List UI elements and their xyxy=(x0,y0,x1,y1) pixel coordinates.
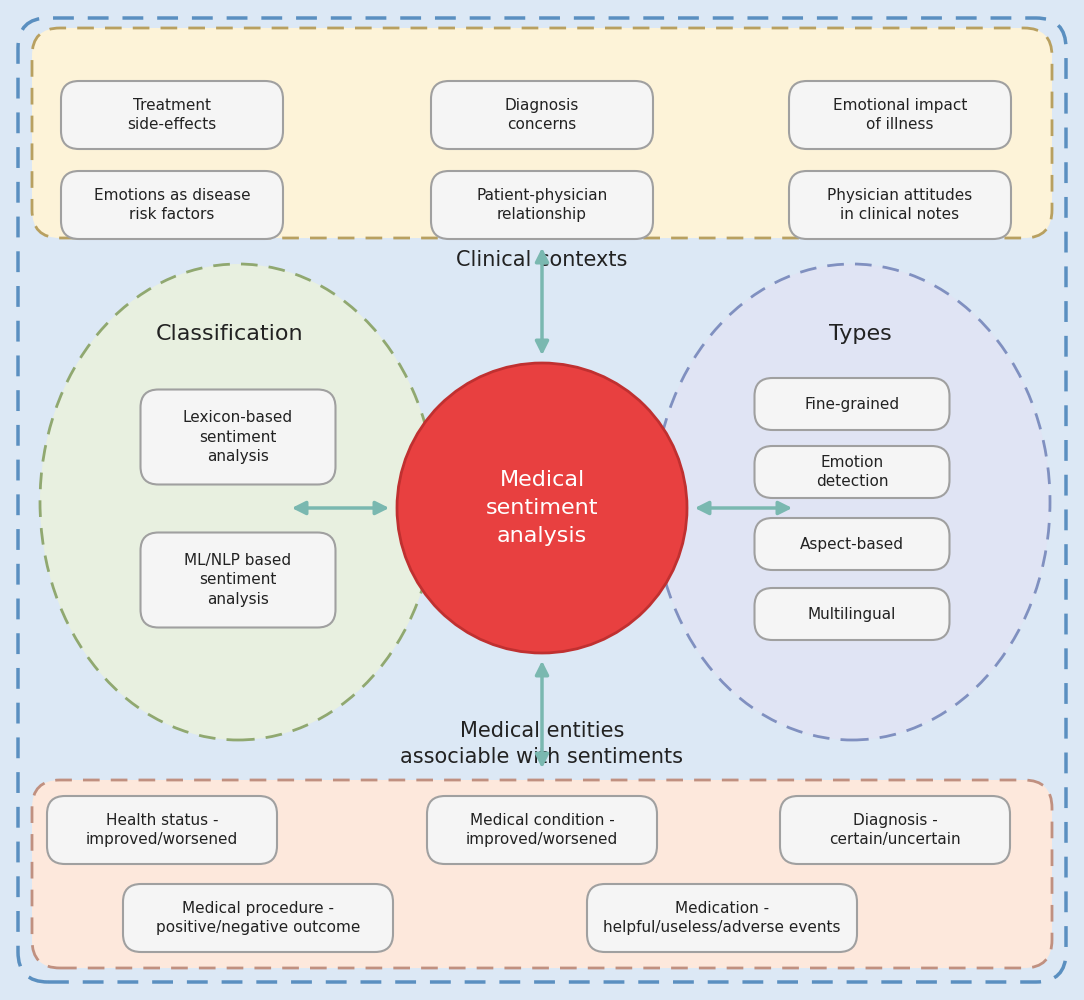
FancyBboxPatch shape xyxy=(18,18,1066,982)
Text: Medical condition -
improved/worsened: Medical condition - improved/worsened xyxy=(466,813,618,847)
Ellipse shape xyxy=(40,264,436,740)
Ellipse shape xyxy=(654,264,1050,740)
FancyBboxPatch shape xyxy=(141,532,336,628)
FancyBboxPatch shape xyxy=(754,518,950,570)
Ellipse shape xyxy=(397,363,687,653)
Text: Diagnosis -
certain/uncertain: Diagnosis - certain/uncertain xyxy=(829,813,960,847)
Text: Diagnosis
concerns: Diagnosis concerns xyxy=(505,98,579,132)
Text: Emotional impact
of illness: Emotional impact of illness xyxy=(833,98,967,132)
Text: Emotions as disease
risk factors: Emotions as disease risk factors xyxy=(93,188,250,222)
FancyBboxPatch shape xyxy=(588,884,857,952)
FancyBboxPatch shape xyxy=(754,588,950,640)
FancyBboxPatch shape xyxy=(789,81,1011,149)
Text: Medical procedure -
positive/negative outcome: Medical procedure - positive/negative ou… xyxy=(156,901,360,935)
Text: Patient-physician
relationship: Patient-physician relationship xyxy=(476,188,608,222)
FancyBboxPatch shape xyxy=(754,446,950,498)
Text: Emotion
detection: Emotion detection xyxy=(816,455,888,489)
Text: Fine-grained: Fine-grained xyxy=(804,396,900,412)
Text: Treatment
side-effects: Treatment side-effects xyxy=(128,98,217,132)
FancyBboxPatch shape xyxy=(141,389,336,485)
FancyBboxPatch shape xyxy=(47,796,278,864)
Text: ML/NLP based
sentiment
analysis: ML/NLP based sentiment analysis xyxy=(184,553,292,607)
FancyBboxPatch shape xyxy=(780,796,1010,864)
FancyBboxPatch shape xyxy=(754,378,950,430)
FancyBboxPatch shape xyxy=(431,171,653,239)
Text: Health status -
improved/worsened: Health status - improved/worsened xyxy=(86,813,238,847)
Text: Classification: Classification xyxy=(156,324,304,344)
Text: Medical
sentiment
analysis: Medical sentiment analysis xyxy=(486,470,598,546)
Text: Medication -
helpful/useless/adverse events: Medication - helpful/useless/adverse eve… xyxy=(604,901,841,935)
FancyBboxPatch shape xyxy=(427,796,657,864)
FancyBboxPatch shape xyxy=(61,81,283,149)
Text: Physician attitudes
in clinical notes: Physician attitudes in clinical notes xyxy=(827,188,972,222)
Text: Medical entities
associable with sentiments: Medical entities associable with sentime… xyxy=(400,721,684,767)
Text: Lexicon-based
sentiment
analysis: Lexicon-based sentiment analysis xyxy=(183,410,293,464)
Text: Clinical contexts: Clinical contexts xyxy=(456,250,628,270)
FancyBboxPatch shape xyxy=(431,81,653,149)
FancyBboxPatch shape xyxy=(33,780,1051,968)
Text: Types: Types xyxy=(828,324,891,344)
FancyBboxPatch shape xyxy=(789,171,1011,239)
Text: Multilingual: Multilingual xyxy=(808,606,896,621)
Text: Aspect-based: Aspect-based xyxy=(800,536,904,552)
FancyBboxPatch shape xyxy=(122,884,393,952)
FancyBboxPatch shape xyxy=(61,171,283,239)
FancyBboxPatch shape xyxy=(33,28,1051,238)
